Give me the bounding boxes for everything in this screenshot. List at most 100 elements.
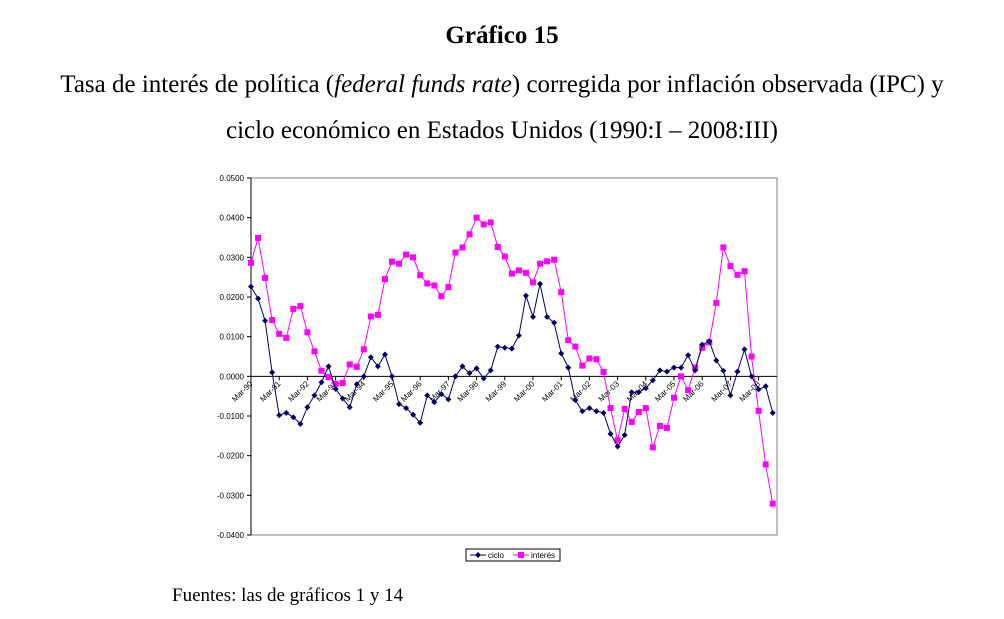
data-point-ciclo [544,313,551,320]
data-point-ciclo [678,364,685,371]
data-point-ciclo [515,332,522,339]
data-point-ciclo [635,389,642,396]
source-note: Fuentes: las de gráficos 1 y 14 [172,585,404,606]
data-point-interes [431,282,438,289]
data-point-ciclo [586,405,593,412]
data-point-ciclo [537,280,544,287]
legend-label-interes: interés [531,551,555,560]
data-point-ciclo [417,419,424,426]
data-point-interes [269,317,276,324]
data-point-ciclo [713,357,720,364]
data-point-ciclo [424,392,431,399]
data-point-ciclo [276,412,283,419]
y-tick-label: -0.0400 [217,531,245,540]
legend-item-ciclo: ciclo [470,551,505,560]
data-point-interes [325,374,332,381]
data-point-interes [671,394,677,401]
data-point-interes [755,407,762,414]
data-point-interes [530,279,536,286]
data-point-ciclo [755,386,762,393]
data-point-interes [466,231,473,238]
data-point-ciclo [248,283,254,290]
data-point-interes [762,461,769,468]
y-axis: 0.0500 0.0400 0.0300 0.0200 0.0100 0.0000 -0.0… [217,174,251,540]
data-point-ciclo [438,391,445,398]
data-point-interes [374,311,381,318]
data-point-interes [276,330,283,337]
data-point-interes [297,303,304,310]
series-ciclo [248,280,776,450]
data-point-ciclo [692,367,699,374]
data-point-interes [579,362,586,369]
data-point-ciclo [473,365,480,372]
data-point-interes [734,271,741,278]
data-point-ciclo [487,367,494,374]
data-point-ciclo [311,392,318,399]
data-point-interes [515,267,522,274]
data-point-ciclo [480,375,487,382]
data-point-interes [445,284,452,291]
data-point-interes [304,329,311,336]
data-point-interes [417,272,424,279]
data-point-ciclo [304,404,311,411]
data-point-ciclo [353,381,360,388]
data-point-interes [452,249,459,256]
data-point-ciclo [389,373,395,380]
data-point-ciclo [614,443,621,450]
data-point-interes [473,214,480,221]
data-point-interes [678,373,685,380]
data-point-ciclo [565,364,572,371]
plot-frame [250,177,778,536]
data-point-interes [663,424,670,431]
data-point-ciclo [431,399,438,406]
data-point-ciclo [508,345,515,352]
data-point-ciclo [663,368,670,375]
data-point-ciclo [255,295,262,302]
y-tick-label: 0.0000 [220,372,245,381]
data-point-ciclo [452,373,459,380]
legend-label-ciclo: ciclo [488,551,505,560]
data-point-interes [367,313,374,320]
y-tick-label: 0.0100 [220,333,245,342]
data-point-interes [558,289,565,296]
data-point-interes [255,234,262,241]
data-point-interes [438,293,445,300]
data-point-interes [565,337,572,344]
data-point-ciclo [501,344,508,351]
data-point-ciclo [642,385,649,392]
data-point-ciclo [706,338,713,345]
y-tick-label: 0.0300 [220,253,245,262]
data-point-interes [318,367,325,374]
subtitle-part1: Tasa de interés de política ( [60,71,335,98]
data-point-interes [508,270,515,277]
data-point-ciclo [748,373,755,380]
data-point-interes [642,405,649,412]
data-point-ciclo [628,389,635,396]
data-point-interes [353,363,360,370]
data-point-ciclo [600,409,607,416]
series-interes [248,214,776,507]
data-point-interes [346,361,353,368]
data-point-ciclo [741,346,748,353]
data-point-ciclo [339,395,346,402]
data-point-ciclo [727,392,734,399]
data-point-interes [720,244,727,251]
data-point-ciclo [367,354,374,361]
data-point-interes [656,422,663,429]
data-point-interes [360,346,367,353]
y-tick-label: 0.0200 [220,293,245,302]
data-point-ciclo [459,363,466,370]
data-point-interes [699,344,706,351]
chart-title: Gráfico 15 [445,22,559,49]
subtitle-italic: federal funds rate [334,71,512,98]
chart-subtitle: Tasa de interés de política (federal fun… [0,62,1004,154]
data-point-interes [424,280,431,287]
data-point-ciclo [720,367,727,374]
legend-marker-interes [518,552,524,558]
data-point-interes [459,244,466,251]
data-point-interes [635,409,642,416]
data-point-interes [487,219,494,226]
data-point-ciclo [699,341,706,348]
data-point-ciclo [318,379,325,386]
data-point-ciclo [374,363,381,370]
